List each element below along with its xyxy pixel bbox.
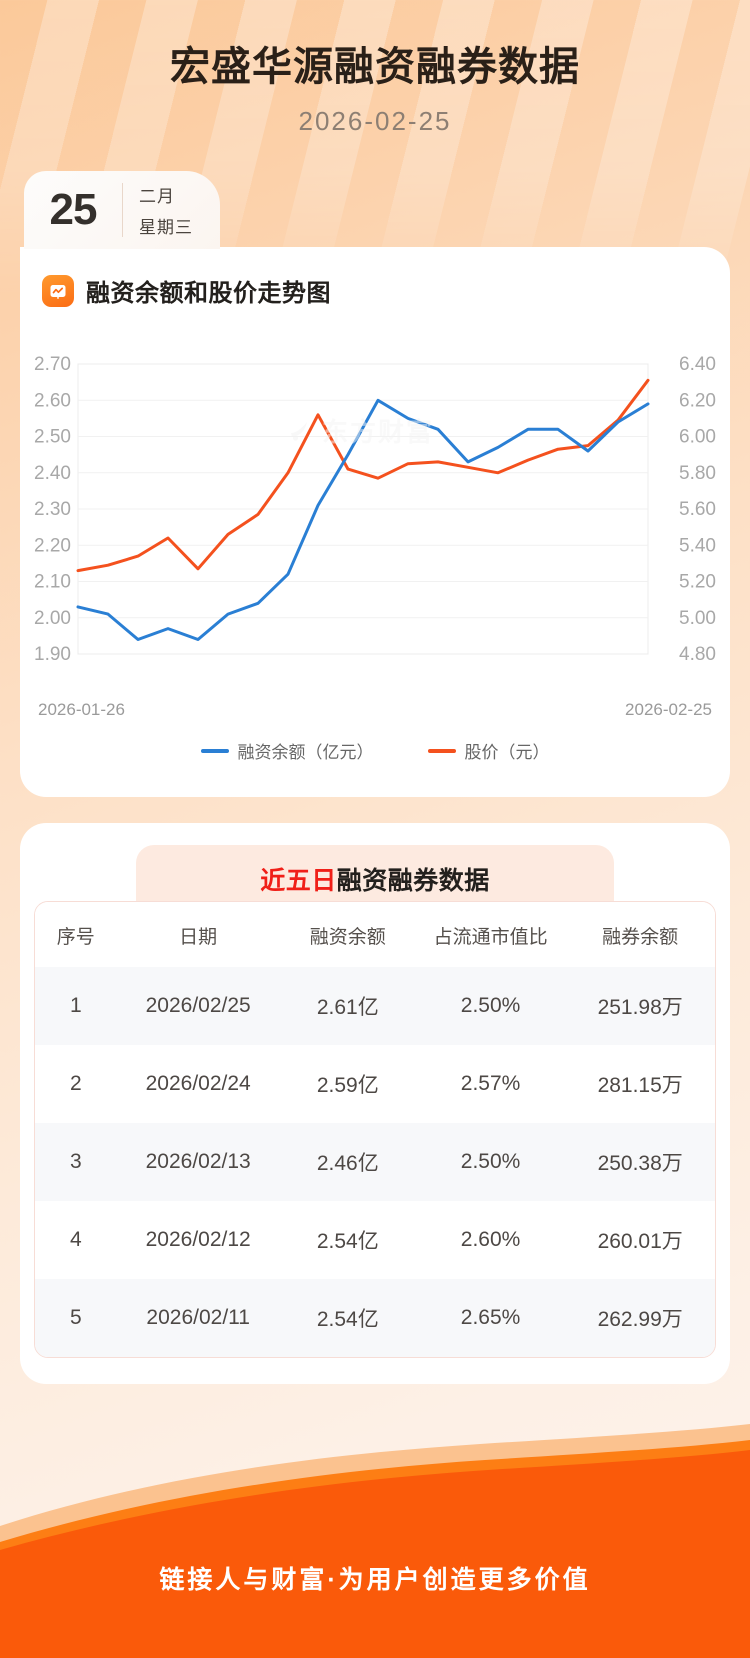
legend-swatch-balance	[200, 748, 229, 753]
column-header-date: 日期	[116, 902, 280, 967]
cell-index: 1	[69, 994, 82, 1017]
cell-pct: 2.65%	[460, 1306, 521, 1329]
poster-header: 宏盛华源融资融券数据 2026-02-25	[0, 0, 750, 137]
cell-date: 2026/02/13	[145, 1150, 251, 1173]
svg-text:5.00: 5.00	[679, 608, 716, 629]
legend-swatch-price	[427, 748, 456, 753]
chart-card: 融资余额和股价走势图	[20, 247, 730, 797]
svg-text:2.50: 2.50	[34, 427, 71, 448]
table-row: 3 2026/02/13 2.46亿 2.50% 250.38万	[35, 1123, 715, 1201]
legend-label-balance: 融资余额（亿元）	[237, 743, 374, 762]
page-date: 2026-02-25	[298, 106, 452, 136]
cell-short: 251.98万	[597, 996, 683, 1019]
svg-text:6.00: 6.00	[679, 427, 716, 448]
footer-wave	[0, 1424, 750, 1658]
svg-text:4.80: 4.80	[679, 644, 716, 665]
cell-pct: 2.50%	[460, 1150, 521, 1173]
cell-date: 2026/02/11	[146, 1306, 250, 1329]
svg-text:2.30: 2.30	[34, 499, 71, 520]
chart-x-start-label: 2026-01-26	[38, 700, 125, 719]
margin-trading-table: 序号 日期 融资余额 占流通市值比 融券余额 1 2026/02/25 2.61亿 2…	[34, 901, 716, 1358]
svg-text:2.10: 2.10	[34, 572, 71, 593]
legend-label-price: 股价（元）	[464, 743, 550, 762]
cell-pct: 2.60%	[460, 1228, 521, 1251]
svg-text:6.40: 6.40	[679, 354, 716, 375]
cell-short: 281.15万	[597, 1074, 683, 1097]
date-badge: 25 二月 星期三	[24, 171, 220, 249]
footer-slogan: 链接人与财富·为用户创造更多价值	[159, 1566, 591, 1594]
cell-balance: 2.61亿	[316, 996, 379, 1019]
svg-text:5.60: 5.60	[679, 499, 716, 520]
table-row: 1 2026/02/25 2.61亿 2.50% 251.98万	[35, 967, 715, 1045]
svg-text:5.20: 5.20	[679, 572, 716, 593]
chart-card-title: 融资余额和股价走势图	[86, 280, 331, 307]
chart-sheet-wrapper: 25 二月 星期三 融资余额和股价走势图	[0, 171, 750, 797]
table-title-highlight: 近五日	[260, 867, 337, 895]
cell-index: 4	[69, 1228, 82, 1251]
legend-item-balance: 融资余额（亿元）	[200, 738, 374, 763]
chart-wave-icon	[42, 274, 74, 307]
table-row: 5 2026/02/11 2.54亿 2.65% 262.99万	[35, 1279, 715, 1357]
chart-legend: 融资余额（亿元） 股价（元）	[20, 738, 730, 763]
page-title: 宏盛华源融资融券数据	[170, 45, 580, 89]
legend-item-price: 股价（元）	[427, 738, 550, 763]
chart-left-axis-labels: 2.70 2.60 2.50 2.40 2.30 2.20 2.10 2.00 1.90	[34, 354, 71, 665]
chart-plot-area: 2.70 2.60 2.50 2.40 2.30 2.20 2.10 2.00 1.90 6.4…	[20, 324, 730, 694]
trend-line-chart: 2.70 2.60 2.50 2.40 2.30 2.20 2.10 2.00 1.90 6.4…	[34, 354, 716, 665]
date-badge-divider	[122, 183, 123, 237]
svg-text:5.80: 5.80	[679, 463, 716, 484]
cell-index: 2	[69, 1072, 82, 1095]
svg-text:2.40: 2.40	[34, 463, 71, 484]
date-badge-month: 二月	[139, 187, 175, 206]
table-header-row: 序号 日期 融资余额 占流通市值比 融券余额	[35, 902, 715, 967]
svg-text:1.90: 1.90	[34, 644, 71, 665]
column-header-short: 融券余额	[565, 902, 715, 967]
cell-date: 2026/02/25	[145, 994, 251, 1017]
cell-index: 5	[69, 1306, 82, 1329]
series-line-balance	[76, 398, 650, 641]
poster-footer: 链接人与财富·为用户创造更多价值	[0, 1418, 750, 1658]
date-badge-weekday: 星期三	[139, 218, 193, 237]
svg-text:2.20: 2.20	[34, 535, 71, 556]
svg-text:6.20: 6.20	[679, 390, 716, 411]
chart-x-axis: 2026-01-26 2026-02-25	[20, 694, 730, 720]
table-body: 1 2026/02/25 2.61亿 2.50% 251.98万 2 2026/02/24 2…	[35, 967, 715, 1357]
svg-text:5.40: 5.40	[679, 535, 716, 556]
svg-text:2.00: 2.00	[34, 608, 71, 629]
cell-short: 250.38万	[597, 1152, 683, 1175]
cell-date: 2026/02/24	[145, 1072, 251, 1095]
cell-date: 2026/02/12	[145, 1228, 251, 1251]
column-header-balance: 融资余额	[279, 902, 416, 967]
cell-balance: 2.54亿	[316, 1230, 379, 1253]
cell-balance: 2.54亿	[316, 1308, 379, 1331]
column-header-index: 序号	[35, 902, 117, 967]
table-title-rest: 融资融券数据	[336, 867, 490, 895]
date-badge-month-weekday: 二月 星期三	[123, 182, 193, 238]
cell-short: 262.99万	[597, 1308, 683, 1331]
table-row: 4 2026/02/12 2.54亿 2.60% 260.01万	[35, 1201, 715, 1279]
chart-right-axis-labels: 6.40 6.20 6.00 5.80 5.60 5.40 5.20 5.00 4.80	[679, 354, 716, 665]
svg-text:2.60: 2.60	[34, 390, 71, 411]
chart-x-end-label: 2026-02-25	[625, 700, 712, 719]
table-card: 近五日 融资融券数据 序号 日期 融资余额 占流通市值比 融券余额 1 2026/0…	[20, 823, 730, 1384]
date-badge-day: 25	[49, 185, 98, 234]
series-line-price	[76, 378, 650, 573]
cell-pct: 2.57%	[460, 1072, 521, 1095]
cell-index: 3	[69, 1150, 82, 1173]
cell-pct: 2.50%	[460, 994, 521, 1017]
column-header-pct: 占流通市值比	[415, 902, 566, 967]
cell-short: 260.01万	[597, 1230, 683, 1253]
svg-text:2.70: 2.70	[34, 354, 71, 375]
cell-balance: 2.46亿	[316, 1152, 379, 1175]
cell-balance: 2.59亿	[316, 1074, 379, 1097]
chart-card-header: 融资余额和股价走势图	[20, 273, 730, 308]
table-row: 2 2026/02/24 2.59亿 2.57% 281.15万	[35, 1045, 715, 1123]
